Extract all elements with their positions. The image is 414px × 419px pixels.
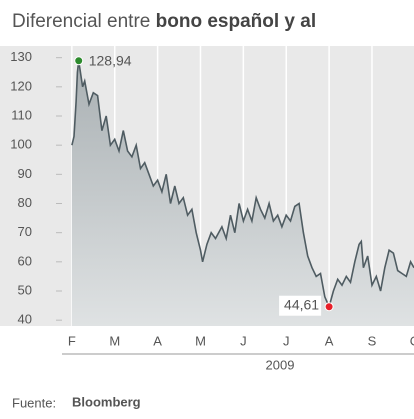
x-tick-label: A bbox=[325, 333, 334, 348]
x-tick-label: S bbox=[368, 333, 377, 348]
max-label: 128,94 bbox=[89, 52, 132, 68]
source: Bloomberg bbox=[72, 394, 141, 409]
x-tick-label: M bbox=[195, 333, 206, 348]
y-tick-label: 50 bbox=[18, 282, 32, 297]
line bbox=[71, 60, 414, 310]
max-marker bbox=[74, 56, 84, 66]
chart-title: Diferencial entre bono español y al bbox=[12, 11, 316, 32]
x-tick-label: F bbox=[68, 333, 76, 348]
y-tick-label: 60 bbox=[18, 253, 32, 268]
y-tick-label: 90 bbox=[18, 166, 32, 181]
y-tick-label: 130 bbox=[10, 49, 32, 64]
annotation-box bbox=[279, 295, 322, 316]
y-tick-label: 40 bbox=[18, 312, 32, 327]
x-tick-label: O bbox=[410, 333, 414, 348]
y-tick-label: 70 bbox=[18, 224, 32, 239]
y-tick-label: 120 bbox=[10, 78, 32, 93]
area bbox=[71, 60, 414, 327]
source-label: Fuente: bbox=[12, 395, 56, 410]
y-tick-label: 80 bbox=[18, 195, 32, 210]
min-label: 44,61 bbox=[284, 296, 319, 312]
y-tick-label: 110 bbox=[11, 107, 32, 122]
min-marker bbox=[324, 302, 334, 312]
x-axis-label: 2009 bbox=[266, 357, 295, 372]
x-tick-label: J bbox=[240, 333, 247, 348]
x-tick-label: A bbox=[153, 333, 162, 348]
title-bold: bono español y al bbox=[156, 11, 316, 32]
x-tick-label: J bbox=[283, 333, 290, 348]
title-regular: Diferencial entre bbox=[12, 11, 156, 32]
x-tick-label: M bbox=[109, 333, 120, 348]
y-tick-label: 100 bbox=[10, 137, 32, 152]
